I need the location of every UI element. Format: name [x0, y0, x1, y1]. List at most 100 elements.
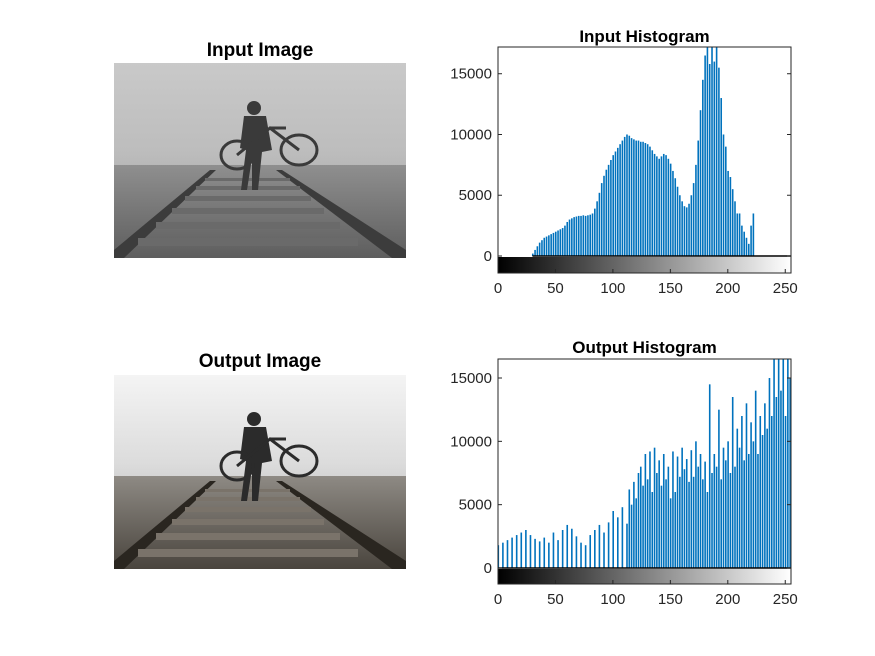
grayscale-colorbar	[498, 257, 791, 273]
histogram-bar	[665, 479, 667, 568]
histogram-bar	[525, 530, 527, 568]
histogram-bar	[674, 492, 677, 568]
x-tick-label: 100	[600, 591, 625, 608]
histogram-bar	[656, 473, 658, 568]
histogram-bar	[543, 237, 546, 256]
histogram-bar	[747, 243, 750, 256]
histogram-bar	[702, 79, 704, 256]
histogram-bar	[768, 378, 771, 568]
histogram-bar	[766, 428, 768, 568]
person-with-bicycle	[219, 412, 319, 501]
histogram-bar	[777, 359, 780, 568]
histogram-bar	[575, 536, 578, 568]
histogram-bar	[720, 479, 723, 568]
histogram-bar	[619, 144, 621, 256]
histogram-bar	[548, 235, 550, 256]
histogram-bar	[568, 219, 571, 256]
input-image	[114, 63, 406, 258]
histogram-bar	[564, 225, 566, 256]
histogram-bar	[616, 517, 619, 568]
histogram-bar	[690, 450, 693, 568]
histogram-bar	[695, 164, 697, 256]
histogram-bar	[665, 155, 667, 256]
histogram-bar	[699, 110, 702, 257]
histogram-bar	[775, 397, 778, 568]
x-tick-label: 150	[658, 280, 683, 297]
histogram-bar	[642, 141, 644, 256]
histogram-bar	[511, 537, 513, 568]
y-tick-label: 15000	[450, 370, 492, 387]
histogram-bar	[607, 164, 610, 256]
histogram-bar	[743, 231, 745, 256]
histogram-bar	[612, 511, 615, 568]
histogram-bar	[596, 201, 598, 256]
histogram-bar	[577, 215, 580, 256]
histogram-bar	[731, 189, 734, 256]
histogram-bar	[699, 454, 702, 568]
histogram-bar	[711, 473, 713, 568]
histogram-bar	[713, 454, 716, 568]
histogram-bar	[571, 528, 573, 568]
histogram-bar	[649, 146, 651, 256]
histogram-bar	[637, 140, 640, 256]
histogram-bar	[750, 225, 752, 256]
histogram-bar	[628, 135, 631, 256]
histogram-bar	[782, 359, 785, 568]
histogram-bar	[548, 542, 550, 568]
histogram-bar	[552, 232, 555, 256]
histogram-bar	[757, 454, 759, 568]
histogram-bar	[662, 454, 665, 568]
histogram-bar	[543, 537, 546, 568]
histogram-bar	[520, 532, 523, 568]
x-tick-label: 250	[773, 280, 798, 297]
y-tick-label: 15000	[450, 66, 492, 83]
histogram-bar	[515, 535, 518, 568]
histogram-bar	[679, 195, 681, 256]
histogram-bar	[683, 206, 686, 256]
histogram-bar	[605, 169, 608, 256]
histogram-bar	[566, 524, 569, 568]
histogram-bar	[697, 140, 700, 256]
histogram-bar	[660, 485, 663, 568]
histogram-bar	[646, 479, 649, 568]
output-image-title: Output Image	[199, 351, 321, 372]
histogram-bar	[734, 201, 736, 256]
histogram-bar	[683, 469, 686, 568]
histogram-bar	[784, 416, 787, 568]
histogram-bar	[616, 147, 619, 256]
histogram-bar	[649, 451, 651, 568]
histogram-bar	[770, 416, 773, 568]
histogram-bar	[626, 523, 628, 568]
histogram-bar	[594, 530, 596, 568]
histogram-bar	[658, 460, 660, 568]
histogram-bar	[745, 237, 748, 256]
histogram-bar	[573, 217, 575, 256]
histogram-bar	[759, 416, 762, 568]
histogram-bar	[676, 456, 679, 568]
histogram-bar	[725, 460, 727, 568]
histogram-bar	[633, 139, 635, 256]
histogram-bar	[662, 153, 665, 256]
histogram-bar	[651, 492, 654, 568]
histogram-bar	[557, 540, 559, 568]
histogram-bar	[688, 481, 690, 568]
histogram-bar	[656, 156, 658, 256]
histogram-bar	[722, 447, 725, 568]
histogram-bar	[725, 146, 727, 256]
histogram-bar	[502, 542, 504, 568]
histogram-bar	[727, 441, 729, 568]
histogram-bar	[747, 454, 750, 568]
histogram-bar	[720, 98, 723, 256]
x-tick-label: 150	[658, 591, 683, 608]
histogram-bar	[669, 498, 672, 568]
histogram-bar	[692, 183, 695, 256]
histogram-bar	[761, 435, 764, 568]
histogram-bar	[633, 481, 635, 568]
histogram-bar	[667, 158, 670, 256]
y-tick-label: 5000	[459, 497, 492, 514]
histogram-bar	[630, 138, 633, 256]
histogram-bar	[704, 461, 706, 568]
histogram-bar	[580, 215, 582, 256]
histogram-bar	[554, 231, 557, 256]
